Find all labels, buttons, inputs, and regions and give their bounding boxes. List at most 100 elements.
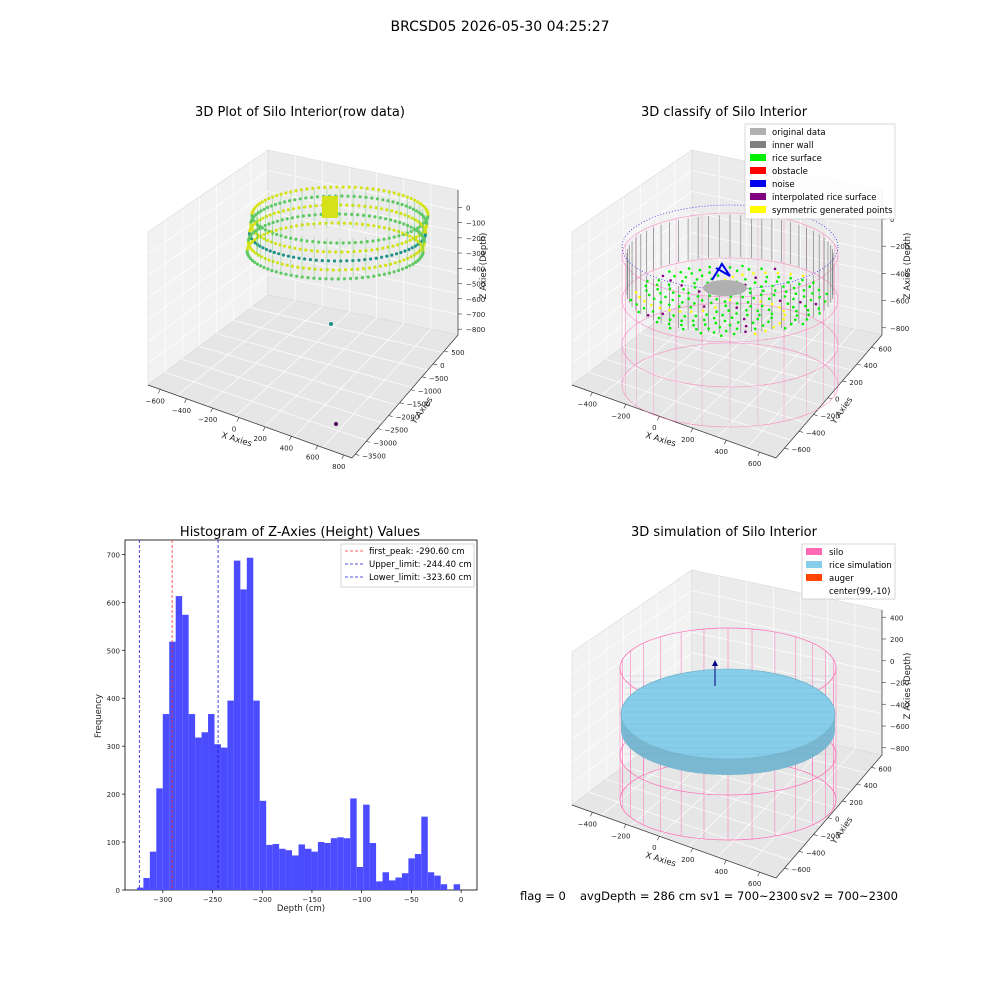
- grid-line: [571, 191, 693, 277]
- histogram-bar: [343, 838, 351, 890]
- grid-line: [691, 611, 883, 652]
- rice-surface-point: [762, 289, 765, 293]
- histogram-bar: [311, 851, 318, 890]
- footer-sv1: sv1 = 700~2300: [700, 889, 798, 903]
- surface-point: [407, 247, 411, 252]
- surface-point: [317, 186, 321, 190]
- surface-point: [301, 266, 305, 270]
- grid-line: [691, 253, 883, 294]
- legend-label: first_peak: -290.60 cm: [369, 547, 465, 557]
- rice-surface-point: [735, 312, 738, 315]
- surface-point: [314, 258, 318, 262]
- histogram-bar: [233, 560, 241, 890]
- rice-surface-point: [705, 313, 708, 316]
- z-tick-label: −600: [890, 723, 909, 731]
- rice-surface-point: [817, 288, 821, 292]
- rice-surface-point: [668, 308, 671, 312]
- legend-label: noise: [772, 180, 795, 190]
- rice-surface-point: [728, 298, 732, 302]
- histogram-x-label: Depth (cm): [277, 904, 325, 914]
- grid-line: [571, 170, 693, 255]
- surface-point: [274, 228, 278, 232]
- surface-point: [318, 221, 322, 225]
- surface-point: [381, 246, 385, 250]
- legend-frame: [744, 123, 896, 220]
- x-tick-mark: [157, 389, 161, 394]
- histogram-bar: [421, 816, 428, 890]
- y-tick-label: 600: [878, 765, 891, 773]
- surface-point: [396, 201, 400, 205]
- rice-surface-point: [658, 306, 662, 310]
- surface-point: [286, 254, 290, 258]
- grid-line: [717, 743, 828, 858]
- surface-point: [409, 196, 413, 201]
- surface-point: [254, 251, 258, 255]
- grid-line: [691, 631, 883, 673]
- silo-ring: [621, 342, 839, 428]
- surface-point: [350, 268, 354, 272]
- rice-surface-point: [696, 295, 700, 298]
- surface-point: [407, 214, 411, 219]
- surface-point: [344, 268, 348, 272]
- surface-point: [373, 265, 377, 269]
- surface-point: [319, 212, 323, 216]
- rice-surface-point: [667, 283, 671, 286]
- x-tick-label: 400: [715, 868, 728, 876]
- rice-surface-point: [657, 316, 661, 320]
- surface-point: [394, 210, 399, 214]
- surface-point: [263, 256, 267, 261]
- rice-surface-point: [741, 264, 744, 268]
- legend-label: auger: [829, 574, 854, 584]
- y-tick-mark: [813, 834, 818, 836]
- histogram-bar: [453, 884, 461, 890]
- surface-point: [328, 250, 332, 254]
- x-tick-label: 600: [748, 460, 761, 468]
- surface-point: [348, 221, 353, 225]
- rice-surface-point: [669, 279, 672, 282]
- surface-point: [334, 250, 338, 254]
- rice-surface-point: [690, 310, 693, 314]
- surface-point: [398, 259, 402, 264]
- rice-surface-point: [783, 313, 787, 317]
- surface-point: [283, 200, 287, 204]
- surface-point: [336, 221, 340, 225]
- rice-surface-point: [643, 300, 646, 303]
- surface-point: [267, 196, 271, 201]
- y-tick-mark: [377, 428, 382, 430]
- surface-point: [281, 253, 285, 257]
- surface-point: [250, 239, 255, 243]
- surface-point: [353, 185, 357, 189]
- legend-frame: [340, 543, 475, 588]
- y-tick-mark: [355, 454, 360, 456]
- rice-surface-point: [802, 289, 806, 292]
- rice-surface-point: [792, 286, 796, 290]
- classify-x-ticks: −400 −200 0 200 400 600: [578, 392, 761, 468]
- histogram-bar: [182, 614, 189, 890]
- surface-point: [299, 188, 303, 192]
- surface-point: [315, 195, 320, 199]
- rice-surface-point: [634, 291, 638, 294]
- rice-surface-point: [811, 292, 814, 295]
- surface-point: [297, 206, 301, 210]
- histogram-bar: [363, 804, 370, 890]
- histogram-bar: [434, 875, 441, 890]
- figure-title: BRCSD05 2026-05-30 04:25:27: [390, 19, 609, 35]
- rice-surface-point: [801, 322, 805, 326]
- x-tick-label: −600: [146, 397, 165, 405]
- simulation-x-ticks: −400 −200 0 200 400 600: [578, 812, 761, 888]
- surface-point: [384, 217, 388, 221]
- z-tick-label: −200: [890, 243, 909, 251]
- rice-surface-point: [642, 307, 646, 310]
- rice-surface-point: [825, 292, 828, 296]
- rice-surface-point: [659, 292, 662, 295]
- x-tick-mark: [623, 404, 627, 409]
- grid-line: [322, 329, 432, 448]
- surface-point: [266, 205, 270, 210]
- surface-point: [408, 205, 412, 210]
- surface-point: [416, 259, 420, 263]
- y-tick-label: −600: [791, 446, 810, 454]
- surface-point: [335, 241, 339, 245]
- rice-surface-point: [778, 306, 781, 309]
- y-tick-label: −400: [806, 849, 825, 857]
